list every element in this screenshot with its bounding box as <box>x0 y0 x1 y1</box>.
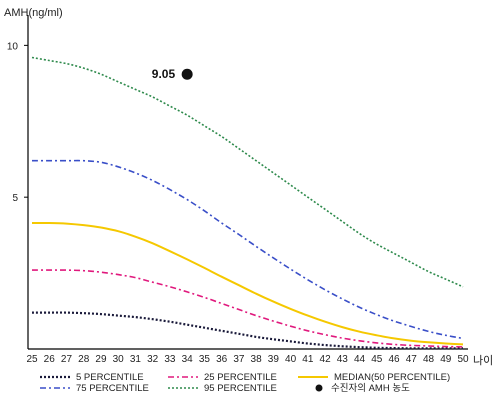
series-line-25-percentile <box>31 269 464 348</box>
legend: 5 PERCENTILE 25 PERCENTILE MEDIAN(50 PER… <box>40 372 450 394</box>
x-axis-title: 나이 <box>473 354 493 367</box>
x-tick-label: 27 <box>61 354 73 365</box>
x-tick-label: 30 <box>113 354 125 365</box>
legend-item-75-percentile: 75 PERCENTILE <box>40 383 149 394</box>
legend-item-5-percentile: 5 PERCENTILE <box>40 372 144 383</box>
x-tick-label: 50 <box>457 354 469 365</box>
x-tick-label: 45 <box>371 354 383 365</box>
legend-label-25-percentile: 25 PERCENTILE <box>204 372 277 383</box>
marker-group: 9.05 <box>152 67 193 81</box>
y-axis-title: AMH(ng/ml) <box>4 7 63 19</box>
x-tick-label: 40 <box>285 354 297 365</box>
legend-item-25-percentile: 25 PERCENTILE <box>168 372 277 383</box>
x-tick-label: 49 <box>440 354 452 365</box>
y-ticks: 10 5 <box>7 41 28 204</box>
x-tick-label: 26 <box>44 354 56 365</box>
y-tick-label: 5 <box>12 193 18 204</box>
x-tick-label: 38 <box>251 354 263 365</box>
legend-label-75-percentile: 75 PERCENTILE <box>76 383 149 394</box>
legend-item-patient-amh: 수진자의 AMH 농도 <box>315 383 410 394</box>
legend-label-median: MEDIAN(50 PERCENTILE) <box>334 372 450 383</box>
series-line-75-percentile <box>31 159 464 340</box>
x-tick-label: 46 <box>388 354 400 365</box>
x-tick-label: 29 <box>95 354 107 365</box>
legend-label-patient-amh: 수진자의 AMH 농도 <box>331 383 410 394</box>
x-tick-label: 41 <box>302 354 314 365</box>
x-tick-label: 42 <box>320 354 332 365</box>
legend-item-95-percentile: 95 PERCENTILE <box>168 383 277 394</box>
legend-label-95-percentile: 95 PERCENTILE <box>204 383 277 394</box>
x-tick-label: 32 <box>147 354 159 365</box>
x-tick-label: 34 <box>182 354 194 365</box>
legend-item-median: MEDIAN(50 PERCENTILE) <box>298 372 450 383</box>
x-tick-label: 47 <box>406 354 418 365</box>
x-tick-label: 48 <box>423 354 435 365</box>
x-tick-label: 39 <box>268 354 280 365</box>
series-lines <box>31 56 464 350</box>
x-tick-label: 31 <box>130 354 142 365</box>
series-line-median-50-percentile <box>31 221 464 346</box>
y-tick-label: 10 <box>7 41 19 52</box>
patient-amh-value-label: 9.05 <box>152 67 176 81</box>
x-tick-label: 37 <box>233 354 245 365</box>
x-tick-label: 43 <box>337 354 349 365</box>
x-tick-label: 36 <box>216 354 228 365</box>
x-tick-label: 35 <box>199 354 211 365</box>
x-tick-label: 44 <box>354 354 366 365</box>
series-line-95-percentile <box>31 56 464 288</box>
legend-label-5-percentile: 5 PERCENTILE <box>76 372 144 383</box>
patient-amh-marker <box>181 68 193 80</box>
x-ticks: 25 26 27 28 29 30 31 32 33 34 35 36 37 38 39 40 41 42 43 44… <box>26 354 469 365</box>
legend-swatch-patient-amh <box>315 384 323 392</box>
series-line-5-percentile <box>31 311 463 350</box>
x-tick-label: 33 <box>164 354 176 365</box>
x-tick-label: 28 <box>78 354 90 365</box>
x-tick-label: 25 <box>26 354 38 365</box>
